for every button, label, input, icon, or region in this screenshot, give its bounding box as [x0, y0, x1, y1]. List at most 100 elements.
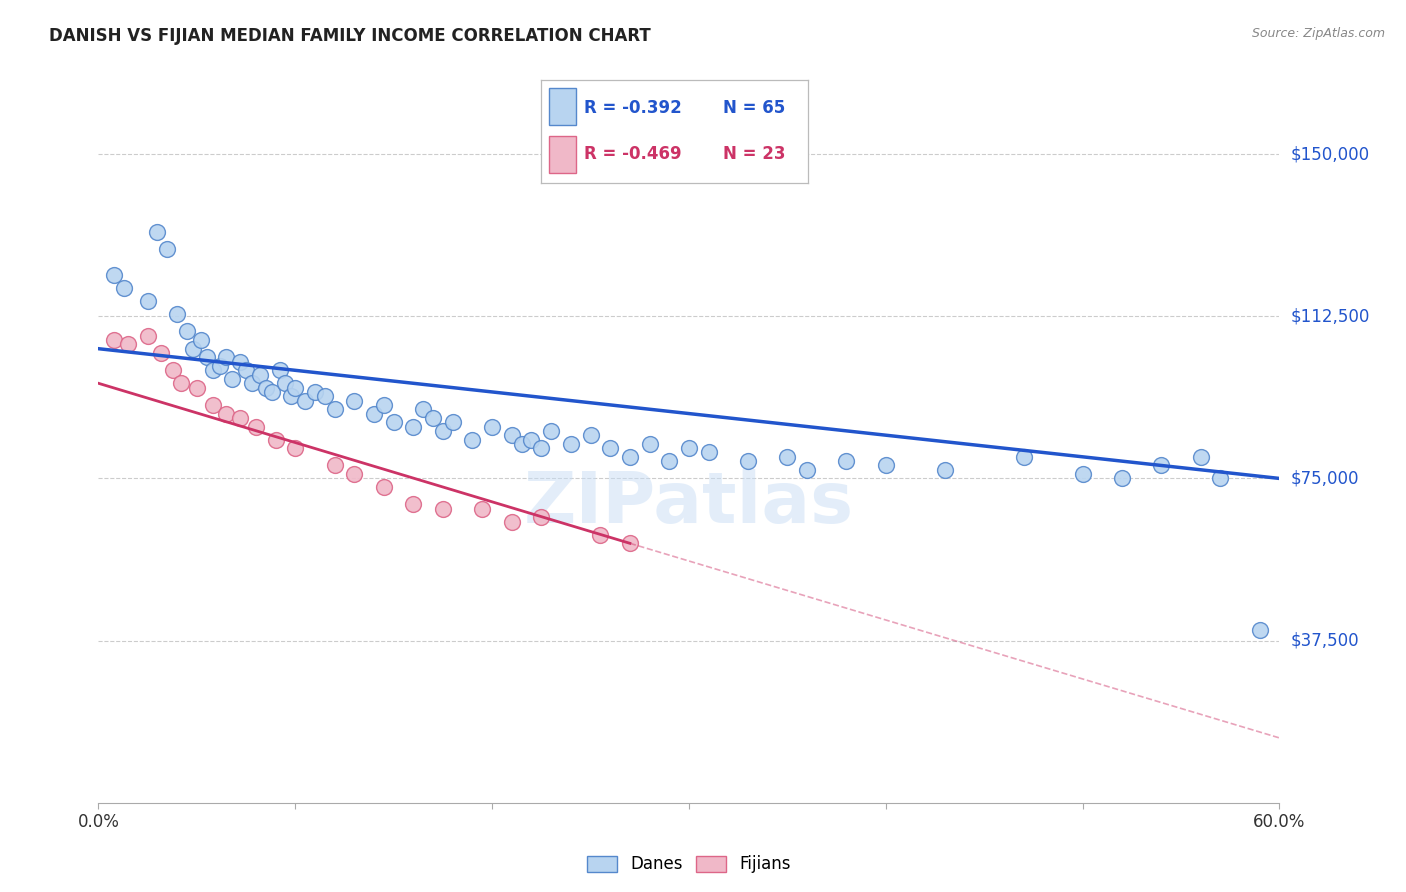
Point [373, 480, 395, 494]
Point [156, 242, 179, 256]
Text: N = 65: N = 65 [723, 99, 785, 117]
Point [284, 441, 307, 455]
Text: $150,000: $150,000 [1291, 145, 1369, 163]
Point [201, 398, 224, 412]
Point [658, 454, 681, 468]
Point [170, 376, 193, 391]
Legend: Danes, Fijians: Danes, Fijians [581, 849, 797, 880]
Text: $112,500: $112,500 [1291, 307, 1369, 326]
Point [1111, 471, 1133, 485]
Point [737, 454, 759, 468]
Point [934, 463, 956, 477]
Point [245, 419, 267, 434]
Point [501, 515, 523, 529]
Point [260, 384, 283, 399]
Point [530, 510, 553, 524]
Point [1189, 450, 1212, 464]
Point [363, 407, 385, 421]
Point [579, 428, 602, 442]
Text: R = -0.392: R = -0.392 [583, 99, 682, 117]
Point [402, 419, 425, 434]
Point [136, 328, 159, 343]
Point [343, 467, 366, 482]
Point [560, 437, 582, 451]
Point [314, 389, 336, 403]
Bar [550, 136, 576, 173]
Point [432, 424, 454, 438]
Point [146, 225, 169, 239]
Point [619, 450, 641, 464]
Point [1150, 458, 1173, 473]
Point [1209, 471, 1232, 485]
Point [249, 368, 271, 382]
Point [215, 351, 238, 365]
Point [432, 501, 454, 516]
Text: N = 23: N = 23 [723, 145, 786, 163]
Point [269, 363, 291, 377]
Point [215, 407, 238, 421]
Point [412, 402, 434, 417]
Point [136, 294, 159, 309]
Point [501, 428, 523, 442]
Point [150, 346, 173, 360]
Point [304, 384, 326, 399]
Point [776, 450, 799, 464]
Text: DANISH VS FIJIAN MEDIAN FAMILY INCOME CORRELATION CHART: DANISH VS FIJIAN MEDIAN FAMILY INCOME CO… [49, 27, 651, 45]
Point [235, 363, 257, 377]
Point [599, 441, 621, 455]
Point [589, 527, 612, 541]
Point [221, 372, 243, 386]
Point [209, 359, 232, 373]
Point [619, 536, 641, 550]
Point [117, 337, 139, 351]
Point [678, 441, 700, 455]
Text: $37,500: $37,500 [1291, 632, 1360, 649]
Point [402, 497, 425, 511]
Text: ZIPatlas: ZIPatlas [524, 468, 853, 538]
Point [510, 437, 533, 451]
Point [422, 410, 444, 425]
Point [835, 454, 858, 468]
Point [229, 354, 252, 368]
Point [195, 351, 218, 365]
Point [1071, 467, 1094, 482]
Bar [550, 88, 576, 126]
Point [176, 325, 198, 339]
Point [323, 402, 346, 417]
Point [520, 433, 543, 447]
Text: Source: ZipAtlas.com: Source: ZipAtlas.com [1251, 27, 1385, 40]
Point [264, 433, 287, 447]
Point [186, 381, 208, 395]
Point [190, 333, 212, 347]
Point [162, 363, 184, 377]
Point [181, 342, 204, 356]
Point [540, 424, 562, 438]
Point [274, 376, 297, 391]
Point [343, 393, 366, 408]
Point [461, 433, 484, 447]
Point [382, 415, 405, 429]
Point [280, 389, 302, 403]
Point [441, 415, 464, 429]
Point [229, 410, 252, 425]
Point [875, 458, 897, 473]
Point [284, 381, 307, 395]
Point [166, 307, 188, 321]
Point [530, 441, 553, 455]
Point [796, 463, 818, 477]
Point [1012, 450, 1035, 464]
Point [112, 281, 135, 295]
Text: R = -0.469: R = -0.469 [583, 145, 682, 163]
Point [103, 268, 125, 282]
Point [1249, 623, 1271, 637]
Point [638, 437, 661, 451]
Point [481, 419, 503, 434]
Point [294, 393, 316, 408]
Point [240, 376, 263, 391]
Point [697, 445, 720, 459]
Point [201, 363, 224, 377]
Text: $75,000: $75,000 [1291, 469, 1360, 487]
Point [103, 333, 125, 347]
Point [471, 501, 494, 516]
Point [254, 381, 277, 395]
